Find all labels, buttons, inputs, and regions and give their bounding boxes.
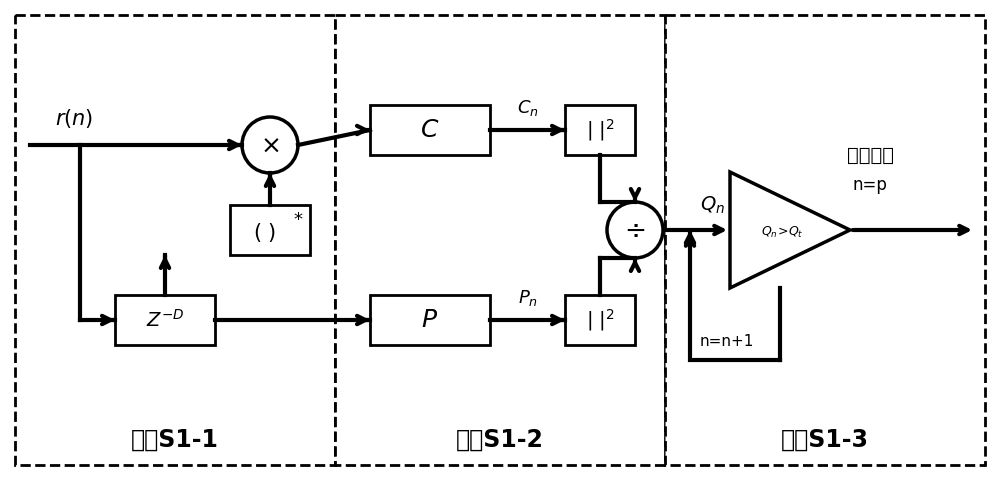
Polygon shape xyxy=(730,172,850,288)
Text: n=n+1: n=n+1 xyxy=(700,335,754,349)
Bar xyxy=(370,295,490,345)
Text: $C_n$: $C_n$ xyxy=(517,98,538,118)
Text: 此时取値: 此时取値 xyxy=(846,146,894,164)
Text: $Z^{-D}$: $Z^{-D}$ xyxy=(146,309,184,331)
Bar xyxy=(15,15,335,465)
Bar xyxy=(565,295,635,345)
Bar xyxy=(335,15,665,465)
Circle shape xyxy=(607,202,663,258)
Text: $|\ |^2$: $|\ |^2$ xyxy=(586,117,614,143)
Bar xyxy=(370,105,490,155)
Bar xyxy=(230,205,310,255)
Bar xyxy=(565,105,635,155)
Text: $P_n$: $P_n$ xyxy=(518,288,537,308)
Circle shape xyxy=(242,117,298,173)
Text: $C$: $C$ xyxy=(420,118,440,142)
Text: $(\ )$: $(\ )$ xyxy=(253,220,277,243)
Text: 步骤S1-1: 步骤S1-1 xyxy=(131,428,219,452)
Text: 步骤S1-3: 步骤S1-3 xyxy=(781,428,869,452)
Text: $\div$: $\div$ xyxy=(624,217,646,243)
Text: $P$: $P$ xyxy=(421,308,439,332)
Text: n=p: n=p xyxy=(853,176,887,194)
Text: 步骤S1-2: 步骤S1-2 xyxy=(456,428,544,452)
Text: $r(n)$: $r(n)$ xyxy=(55,107,93,130)
Text: $\times$: $\times$ xyxy=(260,134,280,158)
Bar xyxy=(115,295,215,345)
Bar xyxy=(665,15,985,465)
Text: *: * xyxy=(294,211,302,229)
Text: $|\ |^2$: $|\ |^2$ xyxy=(586,307,614,333)
Text: $Q_n$: $Q_n$ xyxy=(700,194,725,215)
Text: $Q_n\!>\!Q_t$: $Q_n\!>\!Q_t$ xyxy=(761,225,803,240)
